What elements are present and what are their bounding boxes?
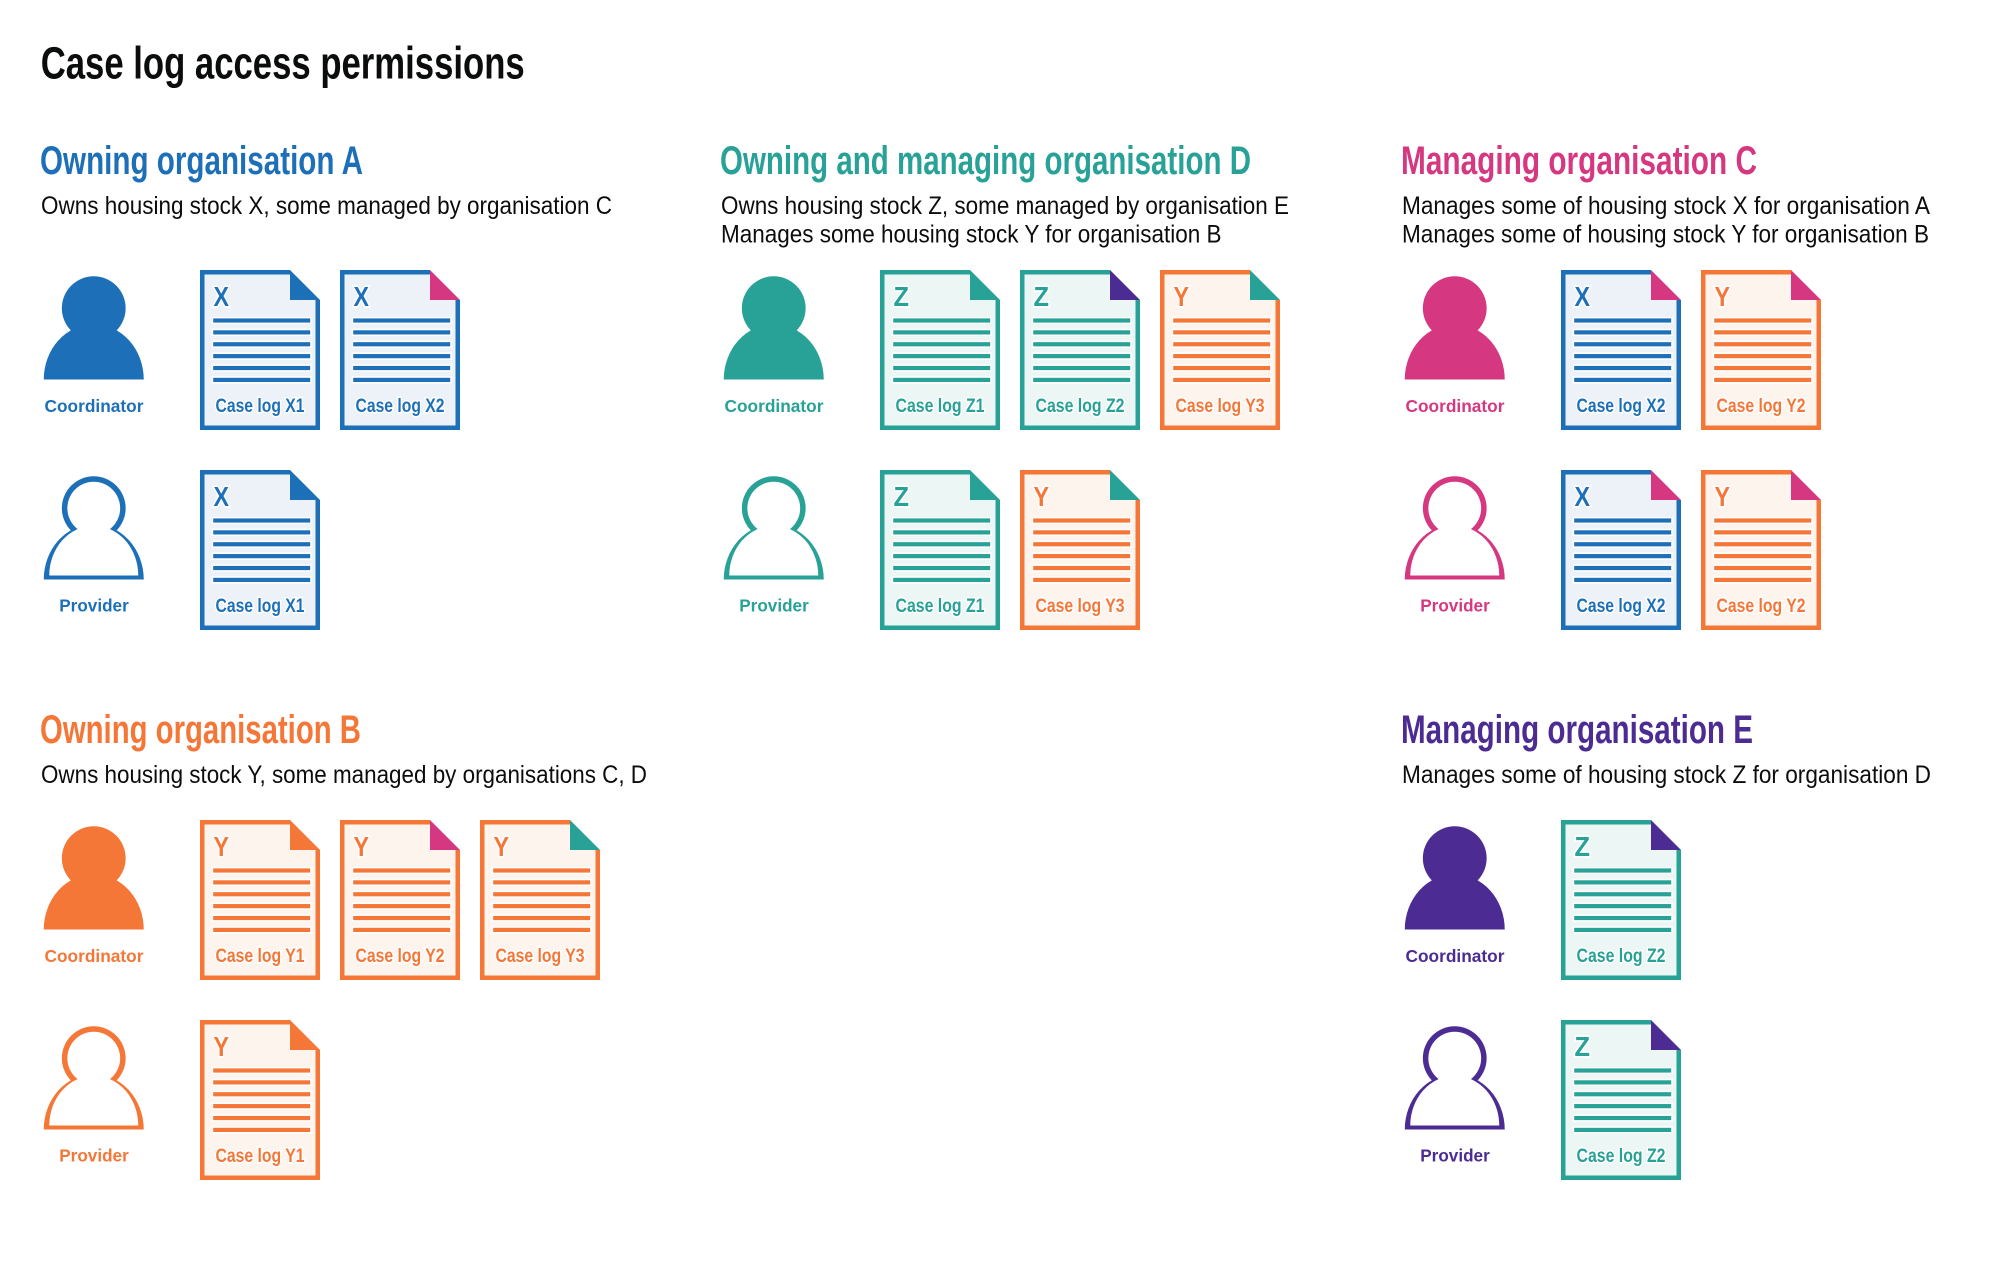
svg-text:Managing organisation C: Managing organisation C bbox=[1401, 139, 1757, 183]
svg-text:Y: Y bbox=[354, 831, 370, 862]
svg-text:Y: Y bbox=[1034, 481, 1050, 512]
svg-text:Owning and managing organisati: Owning and managing organisation D bbox=[720, 139, 1251, 183]
svg-text:Provider: Provider bbox=[1420, 1146, 1490, 1166]
svg-text:Coordinator: Coordinator bbox=[1406, 946, 1505, 966]
svg-text:Owns housing stock X, some man: Owns housing stock X, some managed by or… bbox=[41, 192, 612, 220]
svg-text:Managing organisation E: Managing organisation E bbox=[1401, 708, 1753, 752]
svg-text:Case log X2: Case log X2 bbox=[1577, 396, 1666, 417]
svg-text:Case log X1: Case log X1 bbox=[216, 396, 305, 417]
svg-text:Case log Y3: Case log Y3 bbox=[1036, 596, 1125, 617]
svg-text:Case log Z2: Case log Z2 bbox=[1577, 946, 1666, 967]
svg-text:Case log X1: Case log X1 bbox=[216, 596, 305, 617]
svg-text:Z: Z bbox=[1575, 1031, 1591, 1062]
svg-text:Y: Y bbox=[1174, 281, 1190, 312]
svg-text:Case log Z1: Case log Z1 bbox=[896, 396, 985, 417]
svg-text:X: X bbox=[1575, 281, 1591, 312]
svg-text:Coordinator: Coordinator bbox=[1406, 396, 1505, 416]
svg-text:Z: Z bbox=[1575, 831, 1591, 862]
svg-text:Case log Z2: Case log Z2 bbox=[1036, 396, 1125, 417]
svg-text:Provider: Provider bbox=[59, 1146, 129, 1166]
svg-text:Provider: Provider bbox=[739, 596, 809, 616]
svg-text:Case log Y1: Case log Y1 bbox=[216, 1146, 305, 1167]
svg-text:Z: Z bbox=[894, 481, 910, 512]
svg-text:Case log Z1: Case log Z1 bbox=[896, 596, 985, 617]
svg-text:Y: Y bbox=[214, 831, 230, 862]
svg-text:Z: Z bbox=[894, 281, 910, 312]
svg-text:Manages some of housing stock: Manages some of housing stock Y for orga… bbox=[1402, 220, 1929, 248]
svg-text:Z: Z bbox=[1034, 281, 1050, 312]
svg-text:Case log Y2: Case log Y2 bbox=[1717, 396, 1806, 417]
svg-text:Owns housing stock Y, some man: Owns housing stock Y, some managed by or… bbox=[41, 761, 647, 789]
svg-text:Case log X2: Case log X2 bbox=[1577, 596, 1666, 617]
svg-text:Owning organisation B: Owning organisation B bbox=[40, 708, 361, 752]
svg-text:Y: Y bbox=[1715, 481, 1731, 512]
svg-text:Coordinator: Coordinator bbox=[45, 946, 144, 966]
svg-text:Case log access permissions: Case log access permissions bbox=[41, 38, 525, 89]
svg-text:Owns housing stock Z, some man: Owns housing stock Z, some managed by or… bbox=[721, 192, 1289, 220]
svg-text:Case log Y2: Case log Y2 bbox=[1717, 596, 1806, 617]
svg-text:Case log Y2: Case log Y2 bbox=[356, 946, 445, 967]
svg-text:Manages some housing stock Y f: Manages some housing stock Y for organis… bbox=[721, 220, 1222, 248]
svg-text:Provider: Provider bbox=[1420, 596, 1490, 616]
svg-text:Y: Y bbox=[1715, 281, 1731, 312]
svg-text:Owning organisation A: Owning organisation A bbox=[40, 139, 363, 183]
svg-text:X: X bbox=[214, 281, 230, 312]
svg-text:Y: Y bbox=[494, 831, 510, 862]
svg-text:Manages some of housing stock: Manages some of housing stock X for orga… bbox=[1402, 192, 1930, 220]
svg-text:X: X bbox=[214, 481, 230, 512]
svg-text:Y: Y bbox=[214, 1031, 230, 1062]
svg-text:Manages some of housing stock: Manages some of housing stock Z for orga… bbox=[1402, 761, 1931, 789]
svg-text:Case log Y1: Case log Y1 bbox=[216, 946, 305, 967]
svg-text:Coordinator: Coordinator bbox=[45, 396, 144, 416]
svg-text:Case log X2: Case log X2 bbox=[356, 396, 445, 417]
svg-text:X: X bbox=[354, 281, 370, 312]
svg-text:Coordinator: Coordinator bbox=[725, 396, 824, 416]
svg-text:Provider: Provider bbox=[59, 596, 129, 616]
svg-text:Case log Y3: Case log Y3 bbox=[496, 946, 585, 967]
svg-text:Case log Y3: Case log Y3 bbox=[1176, 396, 1265, 417]
svg-text:X: X bbox=[1575, 481, 1591, 512]
svg-text:Case log Z2: Case log Z2 bbox=[1577, 1146, 1666, 1167]
